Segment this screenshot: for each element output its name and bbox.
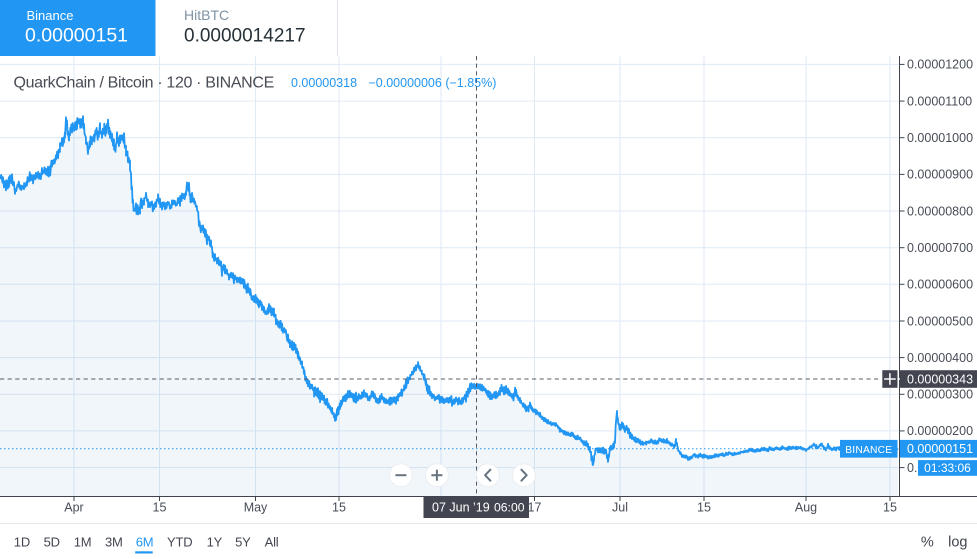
svg-text:0.00001200: 0.00001200 [907, 58, 973, 72]
svg-text:0.00000600: 0.00000600 [907, 278, 973, 292]
svg-text:15: 15 [332, 501, 346, 515]
svg-text:15: 15 [883, 501, 897, 515]
svg-text:QuarkChain / Bitcoin · 120 · B: QuarkChain / Bitcoin · 120 · BINANCE [14, 75, 274, 92]
svg-text:1M: 1M [74, 535, 92, 550]
svg-text:15: 15 [153, 501, 167, 515]
svg-text:BINANCE: BINANCE [845, 445, 892, 456]
svg-text:17: 17 [528, 501, 542, 515]
svg-text:06:00: 06:00 [494, 501, 525, 515]
svg-text:0.00000300: 0.00000300 [907, 388, 973, 402]
svg-text:Jul: Jul [612, 501, 628, 515]
svg-text:0.00000800: 0.00000800 [907, 204, 973, 218]
svg-text:All: All [265, 535, 279, 550]
svg-text:HitBTC: HitBTC [184, 7, 229, 23]
svg-text:1Y: 1Y [207, 535, 223, 550]
svg-text:0.00000400: 0.00000400 [907, 351, 973, 365]
svg-text:May: May [244, 501, 268, 515]
svg-text:07 Jun ’19: 07 Jun ’19 [432, 501, 490, 515]
svg-text:5D: 5D [44, 535, 60, 550]
svg-text:0.00000151: 0.00000151 [25, 25, 128, 47]
svg-text:0.00000500: 0.00000500 [907, 314, 973, 328]
svg-text:1D: 1D [14, 535, 30, 550]
svg-text:15: 15 [697, 501, 711, 515]
svg-text:6M: 6M [136, 535, 154, 550]
svg-text:0.00001000: 0.00001000 [907, 131, 973, 145]
svg-text:0.00000900: 0.00000900 [907, 168, 973, 182]
svg-text:3M: 3M [105, 535, 123, 550]
svg-text:5Y: 5Y [235, 535, 251, 550]
svg-text:0.00000700: 0.00000700 [907, 241, 973, 255]
svg-text:Apr: Apr [64, 501, 83, 515]
svg-text:YTD: YTD [167, 535, 192, 550]
svg-text:−0.00000006 (−1.85%): −0.00000006 (−1.85%) [369, 76, 497, 90]
svg-text:0.00000200: 0.00000200 [907, 424, 973, 438]
svg-text:01:33:06: 01:33:06 [924, 461, 971, 475]
svg-text:Aug: Aug [795, 501, 817, 515]
svg-text:0.00000318: 0.00000318 [291, 76, 357, 90]
svg-text:%: % [921, 535, 934, 551]
svg-text:0.0000014217: 0.0000014217 [184, 26, 306, 47]
svg-text:Binance: Binance [27, 8, 74, 23]
svg-text:0.00001100: 0.00001100 [907, 94, 972, 108]
svg-text:0.00000343: 0.00000343 [907, 372, 973, 386]
svg-text:log: log [948, 535, 967, 551]
svg-text:0.00000151: 0.00000151 [907, 442, 973, 456]
